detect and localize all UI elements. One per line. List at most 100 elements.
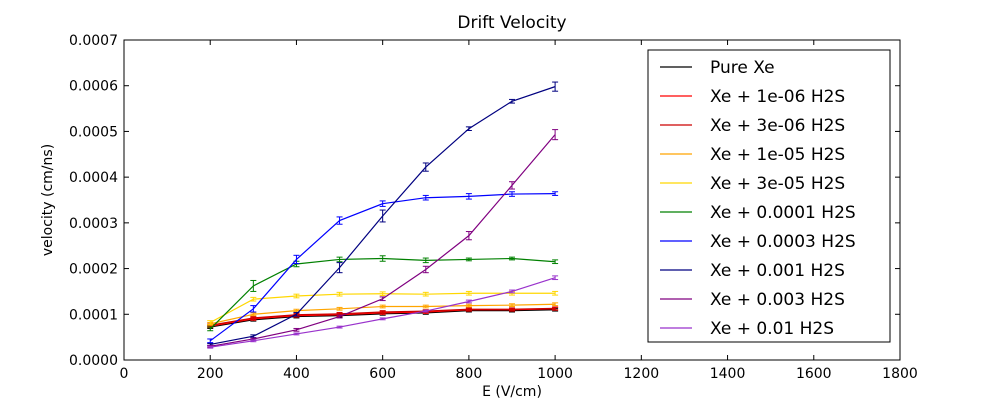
series-5	[207, 255, 559, 332]
legend-entry: Xe + 0.001 H2S	[660, 261, 845, 281]
legend-label: Xe + 3e-05 H2S	[710, 174, 845, 194]
legend-label: Xe + 0.003 H2S	[710, 290, 845, 310]
y-tick-label: 0.0000	[69, 353, 118, 369]
x-tick-label: 1200	[624, 366, 660, 382]
error-bar	[379, 255, 386, 262]
error-bar	[552, 306, 559, 311]
legend-entries: Pure Xe Xe + 1e-06 H2S Xe + 3e-06 H2S Xe + …	[660, 58, 856, 339]
error-bar	[336, 291, 343, 297]
error-bar	[336, 262, 343, 274]
error-bar	[465, 193, 472, 200]
error-bar	[250, 339, 257, 343]
series-layer	[207, 81, 559, 349]
error-bar	[379, 200, 386, 207]
error-bar	[379, 209, 386, 223]
series-4	[207, 290, 559, 325]
error-bar	[422, 265, 429, 274]
error-bar	[293, 327, 300, 332]
error-bar	[379, 296, 386, 302]
legend-label: Xe + 1e-06 H2S	[710, 87, 845, 107]
error-bar	[465, 299, 472, 304]
legend-entry: Xe + 1e-05 H2S	[660, 145, 845, 165]
error-bar	[379, 291, 386, 297]
y-tick-label: 0.0003	[69, 216, 118, 232]
error-bar	[552, 290, 559, 296]
error-bar	[293, 311, 300, 317]
y-tick-label: 0.0006	[69, 79, 118, 95]
y-axis-ticks: 0.0000 0.0001 0.0002 0.0003 0.0004 0.0005 0.00…	[69, 33, 900, 369]
legend-entry: Xe + 0.0001 H2S	[660, 203, 856, 223]
x-tick-label: 600	[369, 366, 396, 382]
error-bar	[250, 316, 257, 320]
error-bar	[250, 279, 257, 292]
legend: Pure Xe Xe + 1e-06 H2S Xe + 3e-06 H2S Xe + …	[647, 49, 891, 343]
legend-entry: Xe + 0.01 H2S	[660, 319, 834, 339]
x-tick-label: 1600	[796, 366, 832, 382]
error-bar	[250, 296, 257, 302]
error-bar	[509, 256, 515, 261]
error-bar	[379, 304, 386, 309]
x-tick-label: 1400	[710, 366, 746, 382]
legend-label: Xe + 0.0003 H2S	[710, 232, 856, 252]
error-bar	[336, 216, 343, 225]
legend-label: Xe + 1e-05 H2S	[710, 145, 845, 165]
error-bar	[422, 309, 429, 313]
legend-entry: Xe + 0.0003 H2S	[660, 232, 856, 252]
legend-label: Xe + 3e-06 H2S	[710, 116, 845, 136]
error-bar	[336, 325, 343, 329]
error-bar	[552, 302, 559, 307]
series-6	[207, 191, 559, 344]
error-bar	[250, 305, 257, 313]
error-bar	[379, 317, 386, 321]
y-tick-label: 0.0004	[69, 170, 118, 186]
error-bar	[422, 162, 429, 172]
legend-label: Xe + 0.001 H2S	[710, 261, 845, 281]
error-bar	[422, 304, 429, 309]
legend-label: Xe + 0.0001 H2S	[710, 203, 856, 223]
x-axis-ticks: 0 200 400 600 800 1000 1200 1400 1600 1800	[120, 40, 918, 382]
error-bar	[293, 254, 300, 265]
error-bar	[422, 257, 429, 264]
error-bar	[509, 289, 515, 294]
x-tick-label: 1800	[882, 366, 918, 382]
x-tick-label: 1000	[537, 366, 573, 382]
legend-label: Xe + 0.01 H2S	[710, 319, 834, 339]
error-bar	[465, 290, 472, 296]
y-tick-label: 0.0001	[69, 307, 118, 323]
error-bar	[509, 181, 515, 190]
x-tick-label: 800	[456, 366, 483, 382]
error-bar	[465, 307, 472, 312]
error-bar	[293, 332, 300, 336]
error-bar	[552, 81, 559, 92]
error-bar	[509, 191, 515, 197]
error-bar	[379, 310, 386, 314]
error-bar	[207, 326, 214, 332]
error-bar	[250, 312, 257, 317]
legend-box	[647, 49, 891, 343]
x-tick-label: 400	[283, 366, 310, 382]
error-bar	[465, 126, 472, 132]
error-bar	[552, 275, 559, 281]
y-tick-label: 0.0007	[69, 33, 118, 49]
error-bar	[509, 98, 515, 104]
error-bar	[336, 314, 343, 319]
y-tick-label: 0.0005	[69, 124, 118, 140]
error-bar	[552, 259, 559, 265]
chart-title: Drift Velocity	[457, 13, 566, 33]
error-bar	[336, 256, 343, 263]
error-bar	[207, 345, 214, 349]
legend-entry: Xe + 0.003 H2S	[660, 290, 845, 310]
error-bar	[207, 338, 214, 344]
error-bar	[465, 303, 472, 308]
x-tick-label: 0	[120, 366, 129, 382]
y-tick-label: 0.0002	[69, 262, 118, 278]
error-bar	[552, 191, 559, 196]
series-7	[207, 81, 559, 346]
series-3	[207, 302, 559, 326]
series-8	[207, 129, 559, 348]
error-bar	[465, 231, 472, 241]
error-bar	[336, 306, 343, 311]
error-bar	[509, 303, 515, 308]
error-bar	[422, 194, 429, 201]
